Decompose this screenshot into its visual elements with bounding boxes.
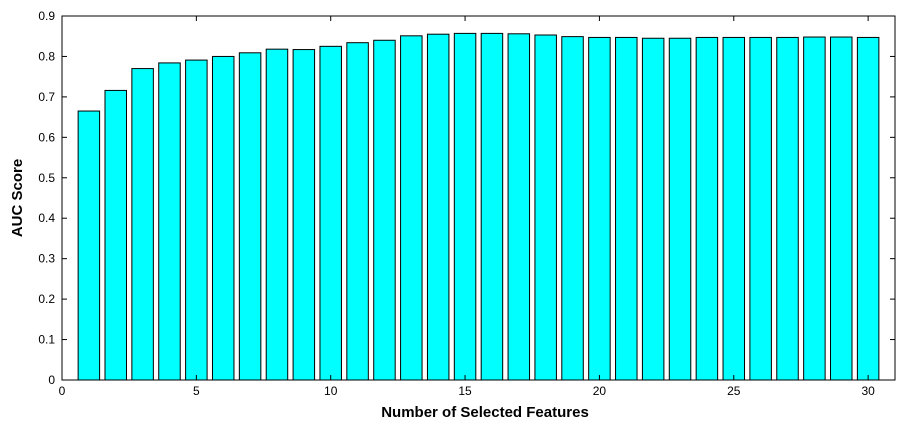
x-tick-label: 25 (727, 384, 741, 398)
x-tick-label: 0 (59, 384, 66, 398)
bar-1 (77, 110, 101, 381)
bar-6 (211, 55, 235, 381)
bar-15 (453, 32, 477, 381)
bar-24 (695, 36, 719, 381)
bar-7 (238, 52, 262, 381)
bar-30 (856, 36, 880, 381)
bar-18 (534, 34, 557, 381)
y-tick-label: 0 (48, 373, 55, 387)
bar-26 (749, 36, 772, 381)
x-tick-label: 30 (861, 384, 875, 398)
x-tick-label: 20 (593, 384, 607, 398)
bar-8 (265, 48, 289, 381)
bar-25 (722, 36, 746, 381)
y-tick-label: 0.4 (38, 211, 55, 225)
bar-2 (104, 89, 127, 381)
bar-27 (776, 36, 799, 381)
x-tick-label: 15 (458, 384, 472, 398)
y-axis-title: AUC Score (9, 159, 26, 237)
bar-9 (292, 49, 316, 381)
y-tick-label: 0.1 (38, 333, 55, 347)
bar-22 (641, 37, 665, 381)
bar-11 (346, 42, 369, 381)
y-tick-label: 0.9 (38, 9, 55, 23)
bar-13 (400, 35, 423, 381)
x-axis-title: Number of Selected Features (381, 404, 589, 421)
bar-12 (373, 39, 396, 381)
bar-19 (561, 36, 584, 381)
y-tick-label: 0.6 (38, 130, 55, 144)
y-tick-label: 0.2 (38, 292, 55, 306)
bar-5 (185, 59, 208, 381)
bar-10 (319, 45, 342, 381)
bar-4 (158, 62, 181, 381)
y-tick-label: 0.5 (38, 171, 55, 185)
bar-3 (131, 68, 154, 381)
axis-ticks: 0 5 10 15 20 25 30 0 0.1 0.2 0.3 0.4 0.5 0.6 0.7 0.8 0.9 (38, 9, 895, 398)
bar-21 (615, 36, 638, 381)
plot-frame (61, 15, 896, 381)
bar-20 (588, 36, 611, 381)
bar-17 (507, 33, 531, 381)
x-tick-label: 10 (324, 384, 338, 398)
bar-28 (803, 36, 826, 381)
bar-14 (426, 33, 450, 381)
y-tick-label: 0.7 (38, 90, 55, 104)
y-tick-label: 0.8 (38, 49, 55, 63)
bar-16 (480, 32, 504, 381)
bar-29 (830, 36, 853, 381)
bar-23 (668, 37, 692, 381)
bars-group (77, 32, 880, 381)
x-tick-label: 5 (193, 384, 200, 398)
y-tick-label: 0.3 (38, 252, 55, 266)
